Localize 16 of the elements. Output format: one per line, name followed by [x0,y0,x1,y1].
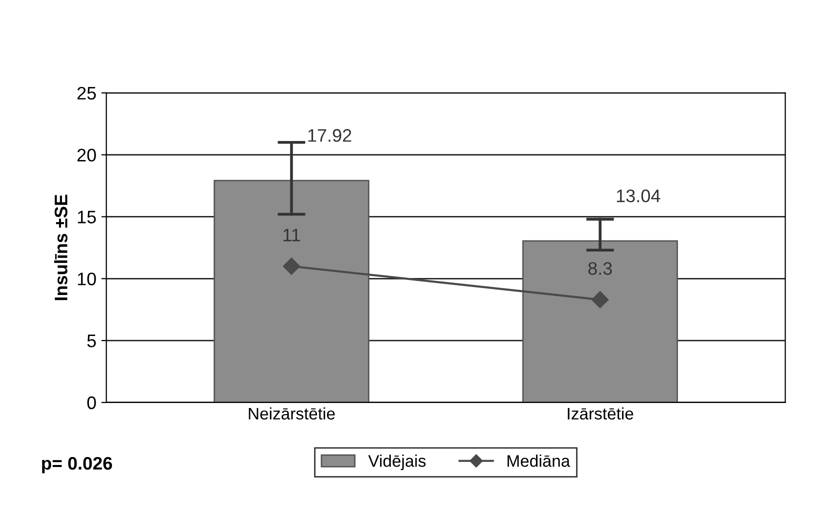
x-tick-label: Neizārstētie [248,407,335,420]
data-label: 11 [284,228,300,242]
y-tick-label: 15 [78,210,96,224]
legend-label: Vidējais [368,454,426,470]
y-tick-label: 0 [87,396,96,410]
y-tick-label: 5 [87,334,96,348]
data-label: 17.92 [308,129,352,142]
text: p= 0.026 [42,456,112,474]
y-tick-label: 25 [77,86,96,100]
y-axis-title: Insulīns ±SE [54,194,68,300]
y-tick-label: 20 [77,148,96,162]
x-tick-label: Izārstētie [568,407,634,420]
data-label: 8.3 [588,262,612,275]
data-label: 13.04 [616,189,660,202]
legend-label: Mediāna [508,454,570,467]
y-tick-label: 10 [78,272,96,286]
